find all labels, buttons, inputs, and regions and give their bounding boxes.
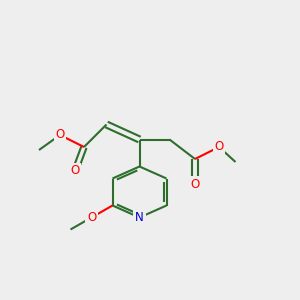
Text: N: N [135,211,144,224]
Text: O: O [70,164,80,178]
Text: O: O [56,128,64,142]
Text: O: O [214,140,224,154]
Text: O: O [87,211,96,224]
Text: O: O [190,178,200,191]
